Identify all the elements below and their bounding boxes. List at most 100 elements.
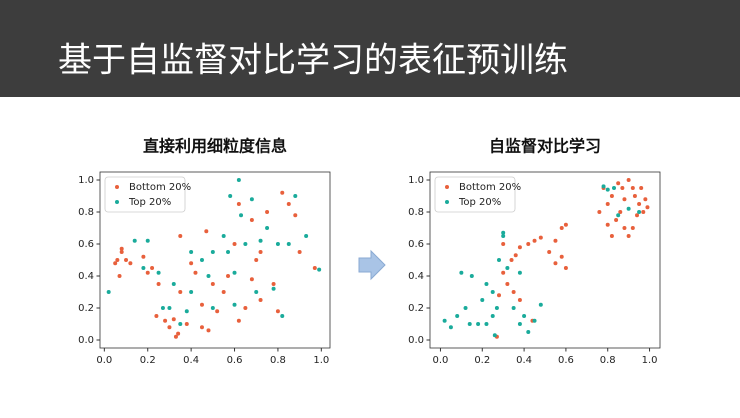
x-tick-label: 0.2 [140,355,156,366]
chart-title: 自监督对比学习 [489,137,601,156]
y-tick-label: 0.0 [78,335,94,346]
scatter-point [620,186,625,190]
scatter-point [280,190,285,195]
scatter-point [115,258,120,262]
scatter-point [497,293,501,298]
scatter-point [616,213,621,218]
scatter-point [221,290,226,294]
scatter-point [154,314,159,318]
scatter-point [199,258,204,262]
x-tick-label: 0.6 [227,355,243,366]
x-tick-label: 0.0 [433,355,449,366]
x-tick-label: 0.0 [96,355,112,366]
scatter-point [265,226,270,230]
scatter-point [113,261,118,266]
scatter-point [448,325,453,330]
scatter-point [275,309,280,314]
x-tick-label: 0.6 [558,355,574,366]
scatter-point [119,250,124,254]
scatter-point [171,317,176,322]
title-band [0,0,740,97]
scatter-point [312,266,317,270]
scatter-point [476,322,481,326]
scatter-point [254,290,259,294]
scatter-point [236,178,241,182]
scatter-point [141,266,146,270]
arrow [358,249,386,281]
scatter-point [249,197,254,202]
scatter-point [184,322,189,326]
x-tick-label: 1.0 [313,355,329,366]
scatter-point [199,325,204,330]
scatter-point [193,270,198,275]
legend-label: Bottom 20% [129,182,191,193]
scatter-point [297,250,302,254]
scatter-point [167,306,172,310]
scatter-point [501,242,506,246]
scatter-point [501,234,506,238]
x-tick-label: 0.2 [474,355,490,366]
scatter-point [176,331,181,336]
scatter-point [249,277,254,282]
scatter-point [563,266,568,270]
scatter-point [132,238,137,243]
scatter-point [563,222,568,227]
scatter-point [532,318,537,323]
scatter-point [622,226,627,230]
scatter-point [616,181,621,186]
scatter-point [254,258,259,262]
scatter-point [145,270,150,275]
scatter-point [469,274,474,278]
scatter-point [511,306,516,310]
scatter-point [513,253,518,258]
scatter-point [226,274,231,278]
scatter-point [511,290,516,294]
scatter-point [632,194,637,198]
scatter-point [601,184,606,189]
legend-marker [115,185,119,189]
scatter-point [215,309,220,314]
y-tick-label: 1.0 [408,175,424,186]
scatter-point [484,322,489,326]
plot-frame [99,171,331,349]
scatter-point [275,242,280,246]
legend-label: Top 20% [128,197,171,208]
scatter-point [609,234,614,238]
scatter-point [484,282,489,286]
scatter-point [505,266,510,270]
scatter-point [459,270,464,275]
legend-label: Top 20% [458,197,501,208]
scatter-point [553,261,558,266]
y-tick-label: 0.6 [78,239,94,250]
chart-title: 直接利用细粒度信息 [143,137,287,156]
scatter-point [626,234,631,238]
scatter-point [293,213,298,218]
legend-label: Bottom 20% [459,182,521,193]
x-tick-label: 0.4 [516,355,532,366]
scatter-point [605,222,610,227]
legend-box [434,176,516,213]
scatter-point [204,229,209,234]
scatter-point [630,186,635,190]
scatter-point [173,334,178,339]
y-tick-label: 0.4 [78,271,94,282]
scatter-point [605,187,610,192]
y-tick-label: 0.4 [408,271,424,282]
y-tick-label: 0.0 [408,335,424,346]
x-tick-label: 0.8 [270,355,286,366]
scatter-point [509,258,514,262]
scatter-point [210,250,215,254]
y-tick-label: 0.8 [78,207,94,218]
scatter-point [243,306,248,310]
scatter-point [490,290,495,294]
scatter-point [559,254,564,259]
scatter-point [538,235,543,240]
scatter-point [226,250,231,254]
scatter-point [612,186,616,190]
scatter-point [626,178,631,182]
scatter-point [156,282,161,286]
scatter-point [517,245,522,250]
scatter-point [517,298,522,302]
scatter-point [490,314,495,318]
